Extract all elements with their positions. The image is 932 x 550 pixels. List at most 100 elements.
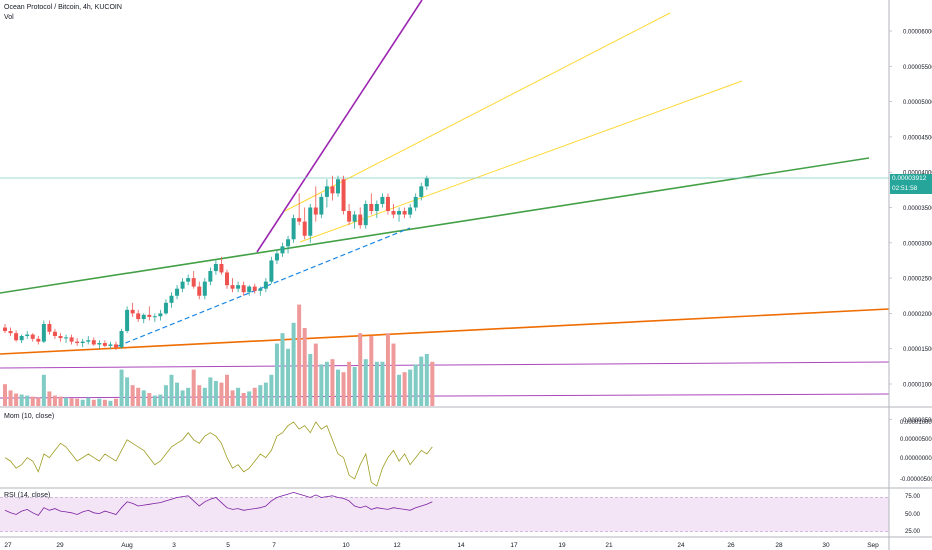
candle-body <box>147 314 152 317</box>
candle-body <box>324 186 329 197</box>
time-tick-label: 14 <box>457 542 465 549</box>
candle-body <box>336 179 340 194</box>
volume-bar <box>324 361 329 406</box>
price-tick-label: 0.00004500 <box>903 135 932 141</box>
candle-body <box>397 211 402 215</box>
candle-body <box>302 221 307 236</box>
yellow-channel-lower <box>299 80 743 243</box>
candle-body <box>158 313 163 317</box>
candle-body <box>419 186 424 197</box>
volume-bar <box>114 398 118 406</box>
price-tick-label: 0.00006000 <box>903 30 932 36</box>
volume-bar <box>274 343 279 406</box>
time-tick-label: 26 <box>727 542 735 549</box>
time-axis[interactable]: 27 29 Aug 3 5 7 10 12 14 17 19 21 24 26 28 30 Sep <box>4 542 879 549</box>
volume-bar <box>108 400 113 406</box>
time-tick-label: 7 <box>272 542 276 549</box>
volume-bar <box>213 381 218 406</box>
volume-bar <box>130 385 135 406</box>
volume-bar <box>413 364 418 406</box>
price-tick-label: 0.00001000 <box>903 383 932 389</box>
volume-bar <box>64 397 69 406</box>
candle-body <box>19 335 24 341</box>
price-tick-label: 0.00003500 <box>903 206 932 212</box>
volume-bar <box>397 374 402 406</box>
volume-bar <box>186 387 191 406</box>
candle-body <box>14 333 19 341</box>
volume-bar <box>3 384 7 406</box>
volume-bar <box>219 382 224 406</box>
volume-bar <box>258 385 263 406</box>
candle-body <box>308 207 313 236</box>
volume-bar <box>80 399 85 406</box>
volume-bar <box>280 333 285 406</box>
candle-body <box>169 295 174 303</box>
volume-bar <box>147 393 152 406</box>
rsi-tick-label: 25.00 <box>905 529 921 535</box>
candle-body <box>108 344 113 346</box>
candle-body <box>341 179 346 212</box>
candle-body <box>385 196 390 212</box>
volume-bar <box>313 343 318 406</box>
candle-body <box>136 313 141 320</box>
volume-bar <box>180 390 185 406</box>
volume-bar <box>358 333 363 406</box>
momentum-axis: 0.000010000.000005000.00000000-0.0000050… <box>900 420 932 483</box>
candle-body <box>36 338 41 342</box>
price-tick-label: 0.00002000 <box>903 312 932 318</box>
volume-bar <box>41 374 46 406</box>
candle-body <box>141 314 146 320</box>
rsi-label: RSI (14, close) <box>4 492 51 499</box>
price-tick-label: 0.00005000 <box>903 100 932 106</box>
time-tick-label: 27 <box>4 542 12 549</box>
candle-body <box>363 203 368 226</box>
candle-body <box>125 309 130 332</box>
volume-bar <box>36 397 41 406</box>
candle-body <box>208 271 213 282</box>
green-trendline <box>0 157 870 294</box>
price-tick-label: 0.00002500 <box>903 277 932 283</box>
volume-bar <box>191 369 196 406</box>
volume-bar <box>341 372 346 406</box>
countdown-badge: 02:51:58 <box>890 184 932 194</box>
time-tick-label: 19 <box>558 542 566 549</box>
candle-body <box>274 253 279 261</box>
candle-body <box>263 281 268 289</box>
candle-body <box>64 337 69 339</box>
candlesticks <box>3 175 429 351</box>
candle-body <box>97 343 102 345</box>
candle-body <box>369 203 374 212</box>
volume-bar <box>230 390 235 406</box>
volume-bar <box>291 322 296 406</box>
purple-trendline <box>256 0 423 253</box>
candle-body <box>75 341 80 344</box>
candle-body <box>402 211 407 215</box>
rsi-band <box>0 497 889 532</box>
candle-body <box>91 340 96 345</box>
candle-body <box>3 327 7 332</box>
volume-bar <box>52 395 57 406</box>
candle-body <box>286 239 291 247</box>
symbol-title: Ocean Protocol / Bitcoin, 4h, KUCOIN <box>4 4 122 11</box>
price-tick-label: 0.00005500 <box>903 65 932 71</box>
candle-body <box>175 288 180 296</box>
volume-bar <box>30 396 35 406</box>
volume-bar <box>419 356 424 406</box>
volume-bar <box>347 361 352 406</box>
candle-body <box>241 285 246 293</box>
candle-body <box>252 286 257 291</box>
volume-label: Vol <box>4 14 14 21</box>
last-price-badge: 0.00003912 <box>890 174 932 184</box>
candle-body <box>413 196 418 208</box>
time-tick-label: Aug <box>121 542 133 549</box>
rsi-axis: 75.00 50.00 25.00 <box>905 494 921 535</box>
candle-body <box>352 214 357 222</box>
candle-body <box>191 278 196 287</box>
price-axis[interactable]: 0.00006000 0.00005500 0.00005000 0.00004500… <box>889 30 932 424</box>
time-tick-label: 30 <box>822 542 830 549</box>
volume-bar <box>8 390 13 406</box>
volume-bar <box>385 333 390 406</box>
candle-body <box>152 316 157 318</box>
volume-bar <box>430 361 435 406</box>
